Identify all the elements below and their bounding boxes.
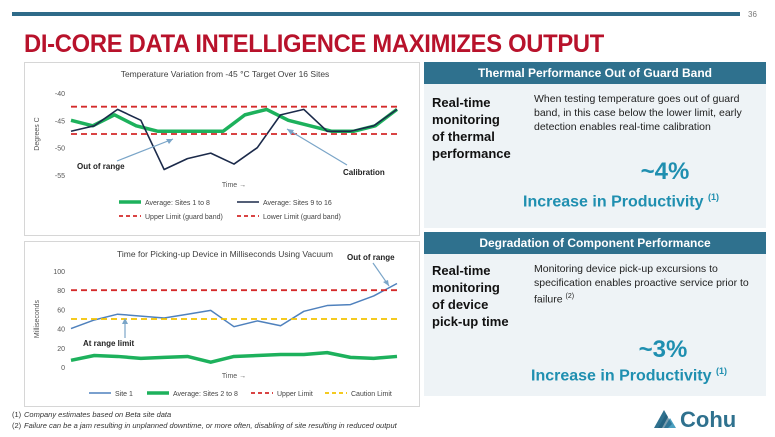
- section-1-label-line: performance: [432, 146, 511, 161]
- section-2-panel: Real-time monitoring of device pick-up t…: [424, 254, 766, 396]
- y-tick-label: -50: [55, 146, 65, 153]
- annotation-arrowhead: [166, 139, 173, 144]
- section-2-label: Real-time monitoring of device pick-up t…: [432, 262, 509, 330]
- y-tick-label: 0: [61, 365, 65, 372]
- section-2-footnote-ref: (1): [715, 366, 727, 376]
- annotation-calibration: Calibration: [343, 168, 385, 177]
- legend-label: Site 1: [115, 391, 133, 398]
- y-tick-label: -45: [55, 118, 65, 125]
- cohu-mark-icon: [654, 410, 676, 428]
- section-1-stat: ~4%: [640, 158, 690, 185]
- section-1-increase-text: Increase in Productivity: [523, 193, 704, 211]
- section-1-description: When testing temperature goes out of gua…: [534, 93, 742, 133]
- section-2-increase-text: Increase in Productivity: [531, 367, 712, 385]
- legend-label: Average: Sites 1 to 8: [145, 200, 210, 207]
- footnote-2: (2) Failure can be a jam resulting in unp…: [12, 421, 397, 430]
- annotation-out-of-range: Out of range: [347, 253, 395, 262]
- y-tick-label: 20: [57, 346, 65, 353]
- section-1-header: Thermal Performance Out of Guard Band: [424, 62, 766, 84]
- annotation-arrow: [116, 138, 174, 162]
- x-axis-label: Time →: [222, 182, 246, 189]
- annotation-arrowhead: [287, 129, 294, 135]
- section-2-label-line: monitoring: [432, 280, 500, 295]
- series-line: [70, 350, 398, 364]
- page-title: DI-CORE DATA INTELLIGENCE MAXIMIZES OUTP…: [24, 30, 605, 58]
- section-1-label: Real-time monitoring of thermal performa…: [432, 94, 511, 162]
- y-axis-label: Milliseconds: [34, 299, 41, 338]
- cohu-logo-text: Cohu: [680, 407, 736, 432]
- series-line: [70, 282, 398, 330]
- legend-label: Upper Limit (guard band): [145, 214, 223, 221]
- footnote-2-text: Failure can be a jam resulting in unplan…: [24, 421, 397, 430]
- y-tick-label: 100: [53, 269, 65, 276]
- section-2-header: Degradation of Component Performance: [424, 232, 766, 254]
- legend-label: Lower Limit (guard band): [263, 214, 341, 221]
- cohu-logo: Cohu: [652, 404, 762, 432]
- section-1-label-line: monitoring: [432, 112, 500, 127]
- y-tick-label: 60: [57, 307, 65, 314]
- section-1-panel: Real-time monitoring of thermal performa…: [424, 84, 766, 228]
- y-axis-label: Degrees C: [34, 117, 41, 150]
- pickup-time-chart-svg: Time for Picking-up Device in Millisecon…: [34, 249, 398, 398]
- section-2-description: Monitoring device pick-up excursions to …: [534, 262, 762, 307]
- top-rule: [12, 12, 740, 16]
- section-1-label-line: of thermal: [432, 129, 495, 144]
- y-tick-label: -55: [55, 173, 65, 180]
- x-axis-label: Time →: [222, 373, 246, 380]
- footnote-1-marker: (1): [12, 410, 22, 419]
- section-2-label-line: pick-up time: [432, 314, 509, 329]
- footnote-2-marker: (2): [12, 421, 22, 430]
- chart-title: Temperature Variation from -45 °C Target…: [121, 69, 330, 79]
- page-number: 36: [748, 10, 757, 19]
- annotation-arrowhead: [383, 280, 389, 286]
- chart-title: Time for Picking-up Device in Millisecon…: [117, 249, 333, 259]
- annotation-out-of-range: Out of range: [77, 162, 125, 171]
- annotation-arrowhead: [122, 318, 128, 324]
- section-1-label-line: Real-time: [432, 95, 491, 110]
- section-1-increase: Increase in Productivity (1): [450, 192, 775, 211]
- series-line: [70, 108, 398, 171]
- pickup-time-chart: Time for Picking-up Device in Millisecon…: [24, 241, 420, 407]
- footnote-1: (1) Company estimates based on Beta site …: [12, 410, 171, 419]
- y-tick-label: -40: [55, 91, 65, 98]
- section-2-description-text: Monitoring device pick-up excursions to …: [534, 263, 749, 306]
- annotation-arrow: [286, 128, 348, 166]
- legend-label: Average: Sites 2 to 8: [173, 391, 238, 398]
- cohu-logo-svg: Cohu: [654, 407, 736, 432]
- y-tick-label: 80: [57, 288, 65, 295]
- footnote-1-text: Company estimates based on Beta site dat…: [24, 410, 172, 419]
- annotation-at-range-limit: At range limit: [83, 339, 134, 348]
- section-2-increase: Increase in Productivity (1): [458, 366, 775, 385]
- section-1-footnote-ref: (1): [707, 192, 719, 202]
- section-2-label-line: Real-time: [432, 263, 491, 278]
- section-2-label-line: of device: [432, 297, 489, 312]
- section-2-desc-ref: (2): [565, 293, 575, 300]
- series-line: [70, 107, 399, 134]
- temperature-chart-svg: Temperature Variation from -45 °C Target…: [34, 69, 399, 221]
- legend-label: Upper Limit: [277, 391, 313, 398]
- legend-label: Caution Limit: [351, 391, 392, 398]
- y-tick-label: 40: [57, 327, 65, 334]
- temperature-chart: Temperature Variation from -45 °C Target…: [24, 62, 420, 236]
- legend-label: Average: Sites 9 to 16: [263, 200, 332, 207]
- section-2-stat: ~3%: [638, 336, 688, 363]
